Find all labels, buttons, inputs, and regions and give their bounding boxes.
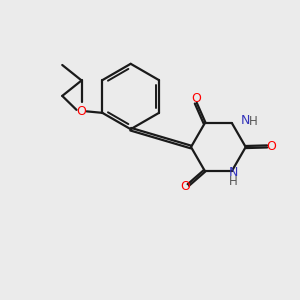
Text: O: O xyxy=(267,140,277,153)
Text: H: H xyxy=(229,175,238,188)
Text: N: N xyxy=(240,115,250,128)
Text: O: O xyxy=(191,92,201,105)
Text: O: O xyxy=(180,180,190,193)
Text: H: H xyxy=(249,115,258,128)
Text: O: O xyxy=(76,105,86,118)
Text: N: N xyxy=(229,166,238,179)
